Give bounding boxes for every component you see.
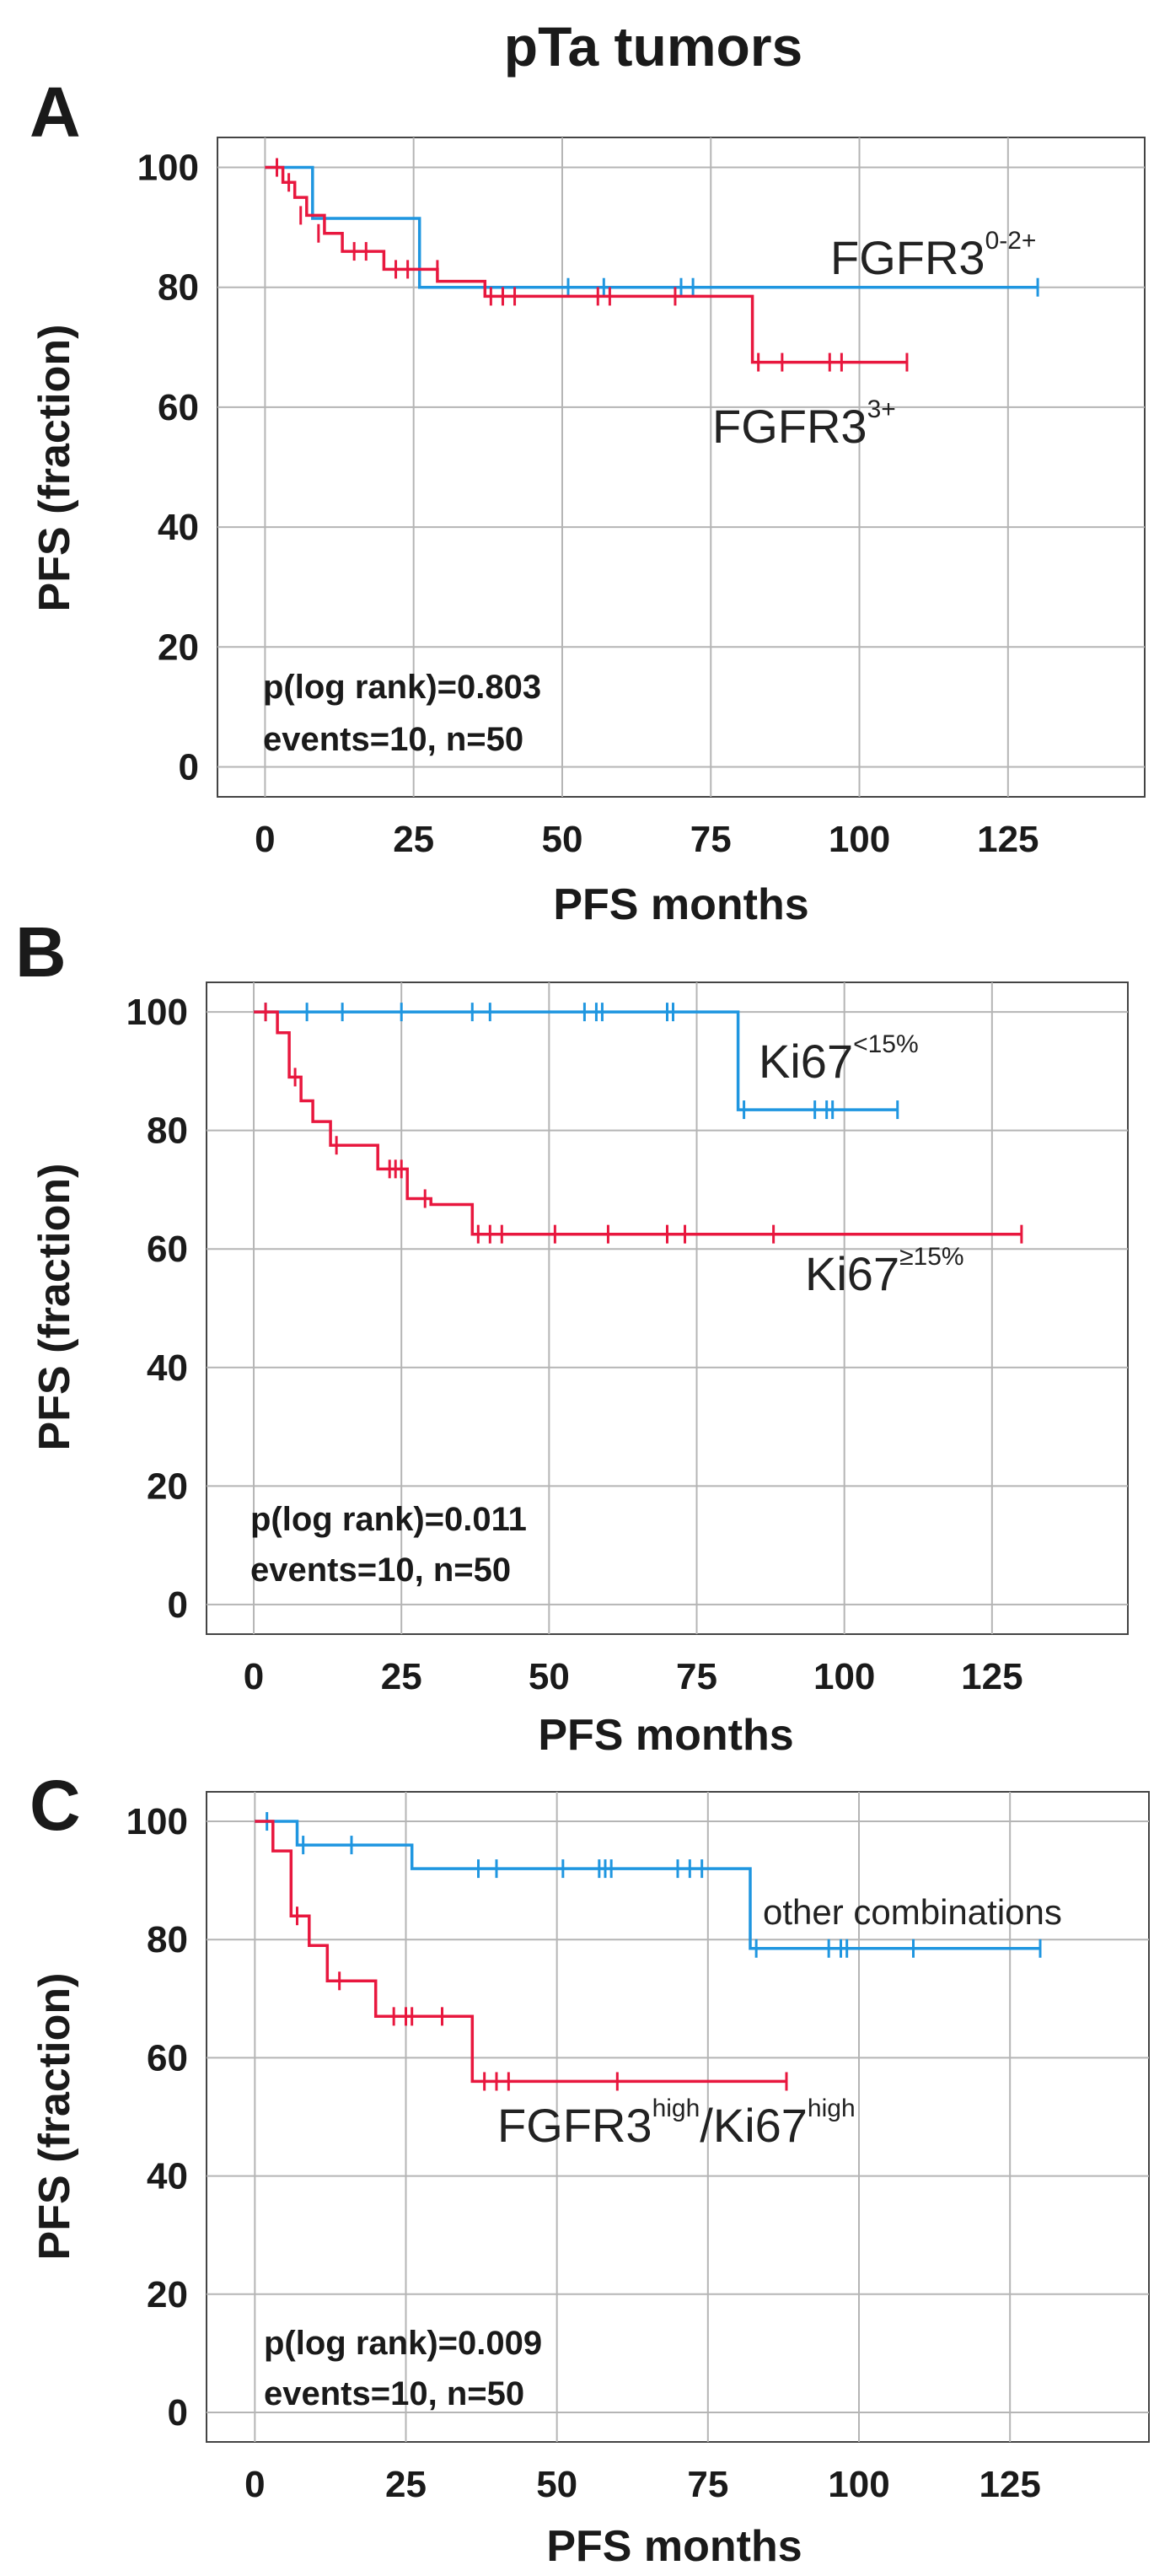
series-label: other combinations — [763, 1892, 1062, 1932]
x-tick-label: 25 — [393, 819, 434, 860]
y-tick-label: 40 — [147, 2156, 188, 2197]
panel-letter: B — [15, 912, 67, 992]
y-tick-label: 0 — [168, 1584, 188, 1626]
series-label-sup: high — [652, 2095, 700, 2122]
p-value-text: p(log rank)=0.011 — [250, 1501, 527, 1538]
x-tick-label: 100 — [813, 1656, 875, 1697]
series-label-base: FGFR3 — [497, 2099, 652, 2152]
y-tick-label: 20 — [147, 2274, 188, 2315]
y-tick-label: 60 — [147, 1229, 188, 1270]
y-tick-label: 80 — [158, 267, 199, 309]
x-tick-label: 0 — [244, 1656, 264, 1697]
x-axis-label: PFS months — [538, 1711, 793, 1760]
panel-c: C 0 25 50 75 100 125 0 20 40 60 80 100 PFS months PFS… — [30, 1766, 1150, 2571]
km-curve-blue — [254, 1010, 898, 1111]
plot-frame — [206, 1791, 1150, 2443]
x-tick-label: 75 — [687, 2464, 728, 2505]
series-label: FGFR30-2+ — [830, 227, 1036, 284]
series-label: FGFR3high/Ki67high — [497, 2095, 856, 2152]
x-tick-label: 75 — [676, 1656, 717, 1697]
panel-a: A 0 25 50 75 100 125 0 20 40 60 80 100 PFS months PFS… — [30, 73, 1146, 929]
figure-title: pTa tumors — [504, 15, 802, 78]
x-tick-label: 125 — [977, 819, 1039, 860]
y-tick-label: 80 — [147, 1919, 188, 1960]
x-tick-label: 25 — [381, 1656, 422, 1697]
y-tick-label: 20 — [147, 1465, 188, 1507]
series-label-sup: ≥15% — [899, 1243, 964, 1271]
y-axis-label: PFS (fraction) — [30, 1973, 79, 2261]
series-label-mid: /Ki67 — [700, 2099, 808, 2152]
y-tick-label: 0 — [179, 746, 199, 788]
plot-frame — [206, 981, 1129, 1635]
y-tick-label: 60 — [147, 2037, 188, 2079]
y-tick-label: 20 — [158, 627, 199, 668]
y-tick-label: 100 — [126, 1801, 188, 1842]
series-label-base: other combinations — [763, 1892, 1062, 1932]
x-tick-label: 0 — [244, 2464, 265, 2505]
y-tick-label: 40 — [158, 507, 199, 548]
panel-b: B 0 25 50 75 100 125 0 20 40 60 80 100 PFS months PFS… — [15, 912, 1129, 1760]
y-tick-label: 60 — [158, 387, 199, 428]
x-tick-label: 75 — [690, 819, 732, 860]
series-label: Ki67<15% — [759, 1030, 919, 1088]
km-curve-red — [255, 1820, 786, 2084]
km-curve-blue — [255, 1820, 1040, 1950]
series-label-base: FGFR3 — [712, 400, 867, 453]
x-tick-label: 50 — [529, 1656, 570, 1697]
series-label-sup: <15% — [853, 1030, 919, 1058]
y-tick-label: 100 — [137, 148, 199, 189]
y-axis-label: PFS (fraction) — [30, 1164, 79, 1451]
y-tick-label: 80 — [147, 1111, 188, 1152]
series-label: Ki67≥15% — [805, 1243, 964, 1300]
p-value-text: p(log rank)=0.803 — [263, 669, 541, 706]
x-tick-label: 0 — [255, 819, 275, 860]
y-tick-label: 100 — [126, 992, 188, 1033]
series-label-sup2: high — [808, 2095, 856, 2122]
x-tick-label: 50 — [541, 819, 582, 860]
km-curve-red — [254, 1010, 1022, 1236]
series-label-sup: 3+ — [867, 395, 896, 423]
series-label: FGFR33+ — [712, 395, 896, 453]
series-label-base: FGFR3 — [830, 231, 985, 284]
y-tick-label: 0 — [168, 2392, 188, 2433]
events-text: events=10, n=50 — [264, 2375, 524, 2412]
x-axis-label: PFS months — [553, 880, 808, 929]
y-axis-label: PFS (fraction) — [30, 325, 79, 612]
km-curve-blue — [265, 165, 1039, 289]
x-axis-label: PFS months — [546, 2522, 802, 2571]
p-value-text: p(log rank)=0.009 — [264, 2325, 542, 2362]
x-tick-label: 125 — [961, 1656, 1022, 1697]
events-text: events=10, n=50 — [263, 721, 523, 758]
x-tick-label: 50 — [536, 2464, 577, 2505]
y-tick-label: 40 — [147, 1347, 188, 1389]
plot-frame — [217, 137, 1146, 798]
series-label-base: Ki67 — [805, 1247, 899, 1300]
series-label-sup: 0-2+ — [985, 227, 1037, 255]
x-tick-label: 125 — [979, 2464, 1040, 2505]
x-tick-label: 100 — [828, 2464, 889, 2505]
x-tick-label: 100 — [829, 819, 890, 860]
km-curve-red — [265, 165, 907, 364]
x-tick-label: 25 — [385, 2464, 427, 2505]
panel-letter: A — [30, 73, 81, 152]
events-text: events=10, n=50 — [250, 1552, 511, 1589]
series-label-base: Ki67 — [759, 1035, 853, 1088]
panel-letter: C — [30, 1766, 81, 1845]
